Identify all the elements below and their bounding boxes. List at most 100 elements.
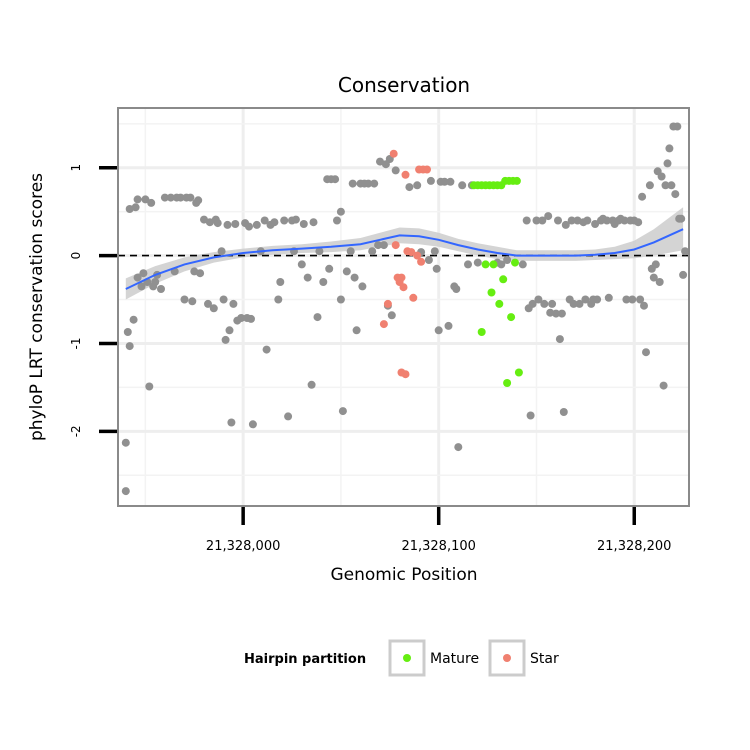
data-point-other (276, 278, 285, 286)
data-point-other (379, 241, 388, 250)
data-point-other (141, 195, 150, 204)
data-point-other (231, 220, 240, 228)
data-point-other (313, 313, 322, 322)
data-point-other (297, 260, 306, 269)
data-point-other (213, 219, 222, 228)
data-point-other (663, 159, 672, 168)
y-axis: -2 -1 0 1 (69, 164, 117, 437)
data-point-other (284, 412, 293, 421)
data-point-other (593, 295, 602, 304)
data-point-other (583, 216, 592, 225)
data-point-other (569, 299, 578, 308)
data-point-other (225, 326, 234, 335)
data-point-other (452, 285, 461, 293)
data-point-other (204, 299, 212, 308)
legend-label-mature: Mature (430, 651, 479, 667)
x-tick-label: 21,328,100 (401, 539, 475, 554)
legend-title: Hairpin partition (244, 652, 366, 667)
data-point-other (544, 212, 553, 221)
data-point-other (538, 216, 547, 225)
data-point-other (528, 299, 537, 308)
data-point-other (426, 176, 435, 185)
data-point-other (160, 193, 169, 202)
data-point-mature (503, 379, 512, 387)
data-point-other (522, 216, 531, 225)
data-point-other (338, 407, 347, 416)
data-point-other (581, 295, 590, 304)
data-point-other (677, 214, 686, 223)
data-point-other (166, 193, 175, 202)
data-point-other (387, 311, 396, 320)
data-point-other (221, 335, 230, 344)
data-point-other (139, 269, 148, 278)
data-point-other (358, 282, 367, 291)
data-point-other (559, 408, 568, 416)
data-point-other (640, 301, 648, 310)
x-tick-label: 21,328,200 (597, 539, 671, 554)
data-point-mature (487, 288, 496, 297)
data-point-other (274, 295, 283, 304)
smooth-curve (125, 228, 684, 290)
data-point-other (620, 216, 629, 225)
data-point-other (649, 273, 658, 282)
data-point-other (667, 181, 676, 190)
data-point-other (370, 179, 379, 188)
y-axis-label: phyloP LRT conservation scores (27, 173, 47, 441)
data-point-other (342, 267, 351, 276)
data-point-other (307, 380, 316, 389)
data-point-star (401, 170, 410, 179)
grid (118, 108, 689, 506)
data-point-star (401, 370, 410, 379)
data-point-other (602, 216, 611, 225)
legend-swatch-mature (403, 654, 411, 662)
x-axis: 21,328,000 21,328,100 21,328,200 (206, 507, 671, 554)
data-point-other (665, 144, 674, 153)
x-tick-label: 21,328,000 (206, 539, 280, 554)
data-point-other (245, 222, 253, 231)
data-point-other (309, 218, 318, 227)
legend: Hairpin partition Mature Star (244, 639, 559, 677)
data-point-other (659, 381, 668, 390)
data-point-other (473, 258, 482, 267)
data-point-mature (499, 275, 508, 284)
data-point-star (407, 248, 416, 257)
data-point-other (270, 218, 279, 227)
data-point-other (434, 326, 443, 335)
data-point-other (151, 278, 160, 286)
data-point-other (121, 438, 130, 447)
data-point-mature (511, 258, 519, 267)
y-tick-label: -2 (69, 425, 83, 437)
data-point-other (405, 183, 414, 192)
data-point-other (248, 420, 257, 429)
data-point-other (655, 278, 664, 286)
data-point-other (186, 193, 195, 202)
data-point-other (534, 295, 543, 304)
data-point-other (229, 299, 238, 308)
data-point-other (131, 203, 140, 212)
data-point-other (575, 299, 584, 308)
data-point-other (628, 295, 637, 304)
data-point-other (645, 181, 654, 190)
data-point-mature (512, 176, 521, 185)
data-point-other (374, 241, 383, 250)
data-point-other (634, 218, 643, 227)
data-point-other (180, 295, 189, 304)
chart-title: Conservation (338, 73, 470, 97)
data-point-other (555, 335, 564, 344)
data-point-other (196, 269, 205, 278)
data-point-other (237, 314, 246, 322)
data-point-other (567, 216, 576, 225)
data-point-other (147, 198, 156, 207)
data-point-other (540, 299, 549, 308)
data-point-other (319, 278, 328, 286)
data-points (121, 122, 690, 496)
y-tick-label: -1 (69, 337, 83, 349)
data-point-star (409, 293, 418, 302)
data-point-other (129, 315, 138, 324)
data-point-other (591, 220, 600, 228)
legend-swatch-star (503, 654, 511, 662)
data-point-other (291, 215, 300, 224)
data-point-other (503, 256, 512, 264)
data-point-other (145, 382, 154, 391)
data-point-other (638, 192, 647, 201)
